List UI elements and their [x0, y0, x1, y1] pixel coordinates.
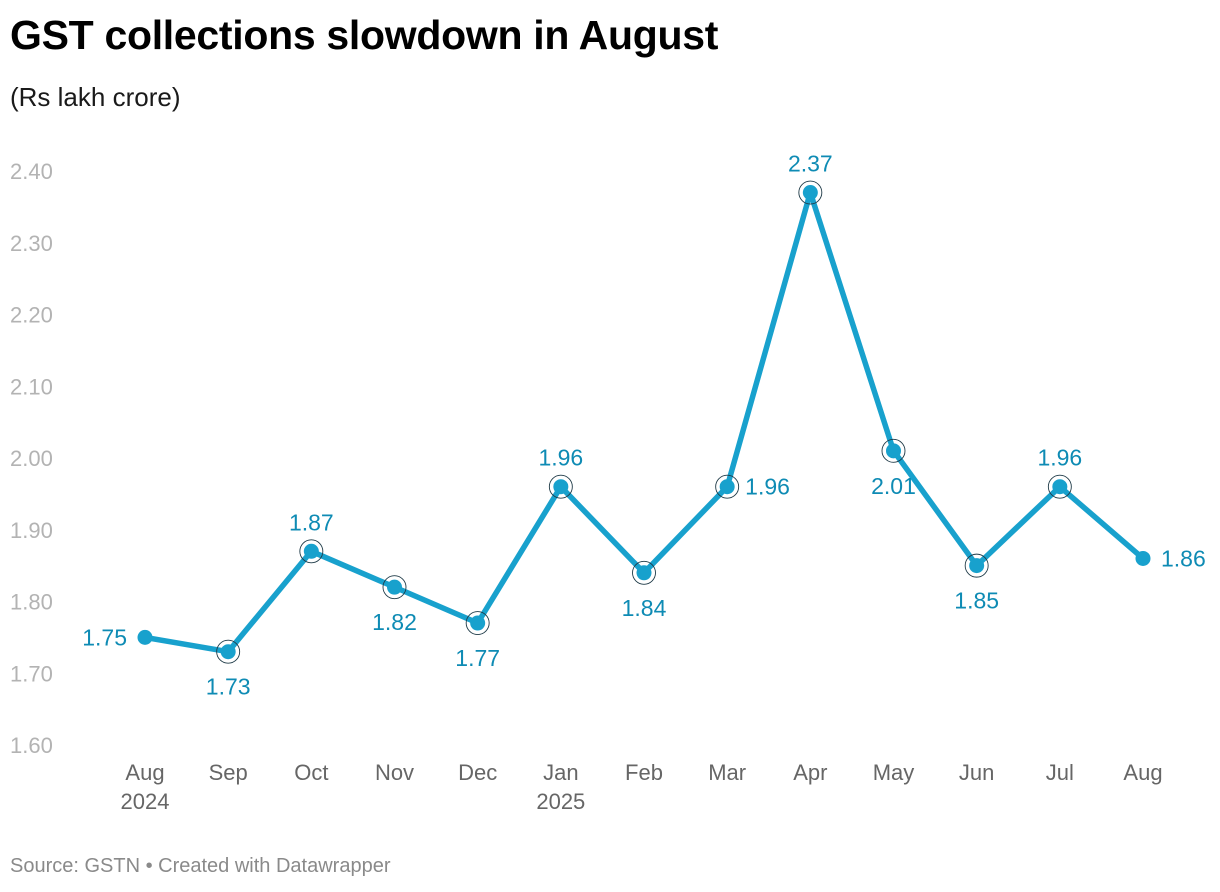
data-label: 1.73 [206, 674, 251, 700]
data-point [470, 615, 486, 631]
data-point-ring [798, 180, 823, 205]
data-point [220, 644, 236, 660]
x-tick-label: Aug [1123, 760, 1162, 785]
y-tick-label: 2.20 [10, 303, 53, 328]
data-point [719, 479, 735, 495]
x-tick-year-label: 2024 [121, 789, 170, 814]
y-tick-label: 2.30 [10, 231, 53, 256]
data-label: 1.96 [745, 474, 790, 500]
chart-title: GST collections slowdown in August [10, 12, 719, 58]
data-label: 1.85 [954, 588, 999, 614]
x-tick-label: Apr [793, 760, 827, 785]
y-tick-label: 1.90 [10, 518, 53, 543]
y-axis: 1.60 1.70 1.80 1.90 2.00 2.10 2.20 2.30 2.40 [10, 159, 53, 758]
data-label: 1.96 [538, 445, 583, 471]
data-points [137, 180, 1151, 664]
y-tick-label: 1.70 [10, 661, 53, 686]
y-tick-label: 2.10 [10, 374, 53, 399]
data-point [636, 565, 652, 581]
x-tick-label: Jun [959, 760, 994, 785]
data-point [1052, 479, 1068, 495]
data-point [553, 479, 569, 495]
x-tick-label: Sep [209, 760, 248, 785]
data-label: 1.86 [1161, 545, 1206, 571]
y-tick-label: 1.60 [10, 733, 53, 758]
x-tick-label: May [873, 760, 915, 785]
data-label: 1.82 [372, 609, 417, 635]
x-tick-label: Feb [625, 760, 663, 785]
data-label: 1.96 [1037, 445, 1082, 471]
data-point-ring [465, 611, 490, 635]
data-point [387, 579, 402, 595]
x-tick-label: Nov [375, 760, 414, 785]
data-point-ring [216, 639, 241, 664]
x-axis: Aug 2024 Sep Oct Nov Dec Jan 2025 Feb Mar Apr May Ju… [121, 760, 1163, 814]
y-tick-label: 1.80 [10, 590, 53, 615]
data-point [1135, 550, 1151, 566]
data-point [137, 629, 153, 645]
data-label: 1.87 [289, 509, 334, 535]
data-label: 1.77 [455, 645, 500, 671]
chart-subtitle: (Rs lakh crore) [10, 82, 181, 112]
x-tick-label: Jan [543, 760, 578, 785]
y-tick-label: 2.00 [10, 446, 53, 471]
data-point-ring [881, 438, 906, 463]
data-label: 2.01 [871, 473, 916, 499]
series-line-group [142, 189, 1146, 655]
data-point-ring [964, 553, 989, 578]
x-tick-year-label: 2025 [536, 789, 585, 814]
x-tick-label: Oct [294, 760, 328, 785]
data-labels: 1.75 1.73 1.87 1.82 1.77 1.96 1.84 1.96 2.37 2.01… [82, 151, 1206, 700]
y-tick-label: 2.40 [10, 159, 53, 184]
data-point-ring [548, 474, 573, 499]
data-point-ring [632, 560, 656, 585]
data-label: 1.75 [82, 624, 127, 650]
source-footer: Source: GSTN • Created with Datawrapper [10, 855, 391, 877]
data-label: 2.37 [788, 151, 833, 177]
x-tick-label: Mar [708, 760, 746, 785]
data-point [802, 185, 818, 201]
data-point [969, 558, 985, 574]
series-line [142, 189, 1146, 655]
x-tick-label: Jul [1046, 760, 1074, 785]
data-point [886, 443, 901, 459]
data-point-ring [299, 539, 324, 564]
data-point-ring [1047, 474, 1072, 499]
x-tick-label: Aug [125, 760, 164, 785]
x-tick-label: Dec [458, 760, 497, 785]
data-label: 1.84 [622, 595, 667, 621]
data-point-ring [715, 474, 740, 499]
data-point [303, 543, 319, 559]
data-point-ring [382, 575, 407, 600]
